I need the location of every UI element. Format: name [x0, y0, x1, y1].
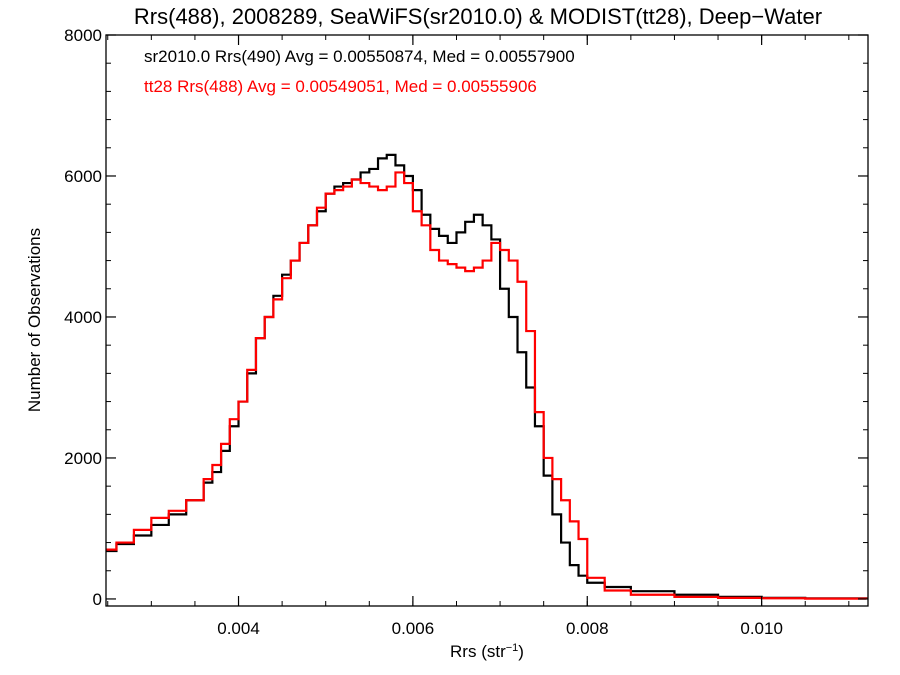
x-axis-ticks: 0.004 0.006 0.008 0.010: [107, 35, 850, 638]
x-axis-label-main: Rrs (str: [450, 642, 506, 661]
y-tick-label: 2000: [64, 449, 102, 468]
y-tick-label: 8000: [64, 26, 102, 45]
x-tick-label: 0.004: [217, 619, 260, 638]
annotation-red: tt28 Rrs(488) Avg = 0.00549051, Med = 0.…: [144, 77, 537, 96]
y-axis-label: Number of Observations: [25, 228, 44, 412]
x-axis-label-superscript: −1: [506, 642, 519, 654]
x-tick-label: 0.006: [392, 619, 435, 638]
series-layer: [106, 153, 868, 600]
x-axis-label-close: ): [518, 642, 524, 661]
y-tick-label: 6000: [64, 167, 102, 186]
x-axis-label: Rrs (str−1): [450, 642, 524, 661]
x-tick-label: 0.010: [740, 619, 783, 638]
y-axis-ticks: 0 2000 4000 6000 8000: [64, 26, 868, 609]
series-line-sr2010: [106, 153, 868, 600]
y-tick-label: 0: [93, 590, 102, 609]
series-line-tt28: [106, 171, 868, 600]
plot-frame: [105, 34, 869, 607]
y-tick-label: 4000: [64, 308, 102, 327]
x-tick-label: 0.008: [566, 619, 609, 638]
chart-title: Rrs(488), 2008289, SeaWiFS(sr2010.0) & M…: [134, 4, 822, 29]
annotation-black: sr2010.0 Rrs(490) Avg = 0.00550874, Med …: [144, 47, 575, 66]
